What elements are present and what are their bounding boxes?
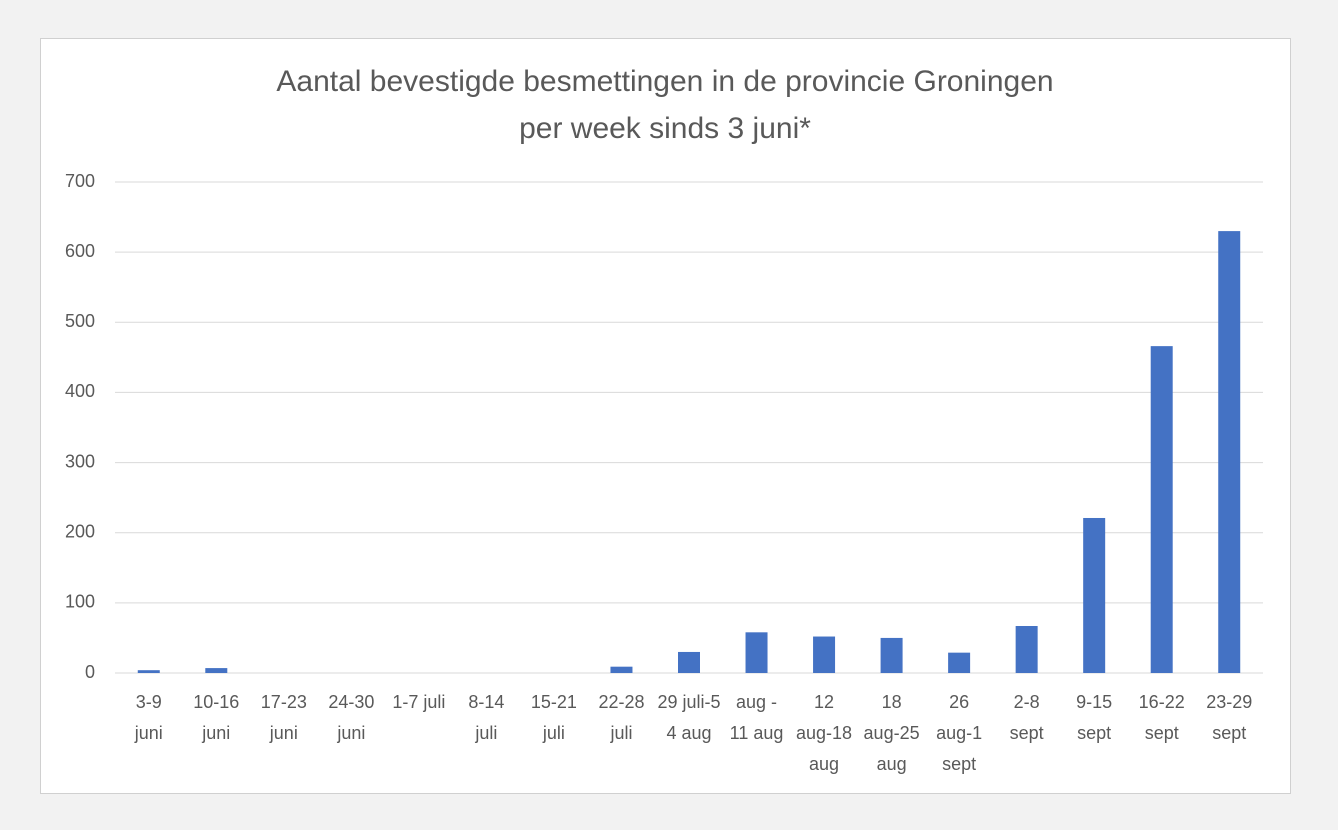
x-tick-label: 12 [814, 692, 834, 712]
x-tick-label: aug - [736, 692, 777, 712]
y-tick-label: 400 [65, 381, 95, 401]
x-tick-label: 10-16 [193, 692, 239, 712]
x-tick-label: 18 [882, 692, 902, 712]
bar [880, 637, 903, 673]
x-tick-label: 15-21 [531, 692, 577, 712]
x-tick-label: 8-14 [468, 692, 504, 712]
x-tick-label: sept [1145, 723, 1179, 743]
x-tick-label: sept [1010, 723, 1044, 743]
bar [745, 632, 768, 673]
bar [610, 666, 633, 673]
bar [1015, 626, 1038, 673]
x-tick-label: 16-22 [1139, 692, 1185, 712]
x-tick-label: 1-7 juli [392, 692, 445, 712]
x-tick-label: 22-28 [598, 692, 644, 712]
x-tick-label: sept [1212, 723, 1246, 743]
y-tick-label: 500 [65, 311, 95, 331]
chart-title: Aantal bevestigde besmettingen in de pro… [276, 65, 1053, 98]
x-tick-label: 2-8 [1014, 692, 1040, 712]
x-tick-label: sept [942, 754, 976, 774]
x-tick-label: juni [269, 723, 298, 743]
bar [948, 652, 971, 673]
y-tick-label: 0 [85, 662, 95, 682]
y-tick-label: 100 [65, 592, 95, 612]
x-tick-label: 26 [949, 692, 969, 712]
x-tick-label: 24-30 [328, 692, 374, 712]
y-tick-label: 300 [65, 451, 95, 471]
x-tick-label: 23-29 [1206, 692, 1252, 712]
x-tick-label: 29 juli-5 [657, 692, 720, 712]
chart-title: per week sinds 3 juni* [519, 112, 811, 145]
x-tick-label: juli [609, 723, 632, 743]
x-tick-label: aug-18 [796, 723, 852, 743]
bar [678, 651, 700, 673]
x-tick-label: aug-25 [864, 723, 920, 743]
y-tick-label: 700 [65, 171, 95, 191]
x-tick-label: juni [336, 723, 365, 743]
chart-frame [40, 38, 1291, 794]
bar [1218, 231, 1241, 673]
bar [1150, 346, 1173, 673]
x-tick-label: sept [1077, 723, 1111, 743]
y-tick-label: 600 [65, 241, 95, 261]
x-tick-label: 17-23 [261, 692, 307, 712]
x-tick-label: juli [542, 723, 565, 743]
bar [813, 636, 836, 673]
y-tick-label: 200 [65, 521, 95, 541]
x-tick-label: juni [134, 723, 163, 743]
x-tick-label: 9-15 [1076, 692, 1112, 712]
x-tick-label: aug-1 [936, 723, 982, 743]
x-tick-label: juni [201, 723, 230, 743]
bar [1083, 517, 1106, 673]
x-tick-label: juli [474, 723, 497, 743]
x-tick-label: 4 aug [666, 723, 711, 743]
x-tick-label: 3-9 [136, 692, 162, 712]
x-tick-label: aug [809, 754, 839, 774]
x-tick-label: 11 aug [730, 723, 784, 743]
bar [205, 668, 228, 673]
bar [137, 670, 160, 673]
x-tick-label: aug [877, 754, 907, 774]
